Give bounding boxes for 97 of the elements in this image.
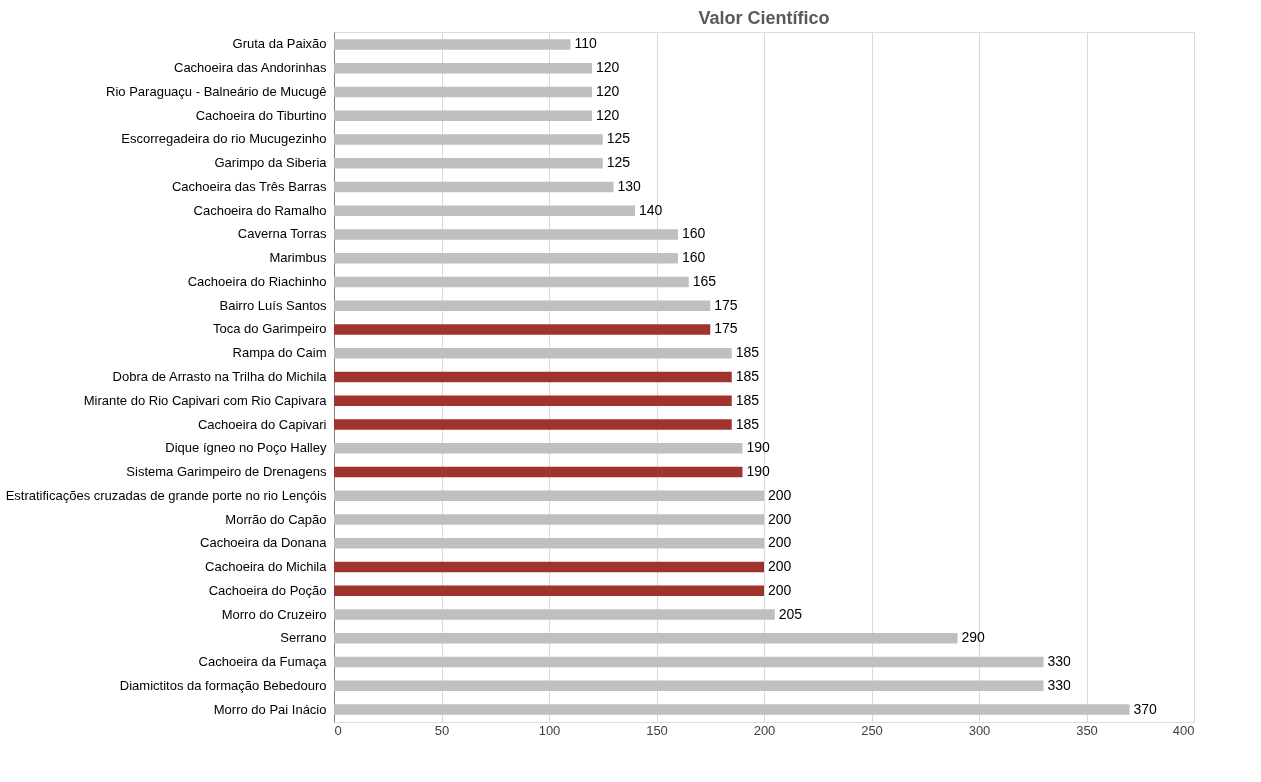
bar (334, 704, 1130, 715)
y-tick-label: Gruta da Paixão (232, 36, 327, 52)
bar (334, 419, 732, 430)
bar (334, 585, 764, 597)
y-tick-label: Diamictitos da formação Bebedouro (119, 677, 327, 693)
data-label: 200 (768, 581, 792, 598)
data-label: 205 (778, 605, 803, 622)
bar (334, 395, 732, 407)
y-tick-label: Cachoeira do Poção (208, 582, 327, 598)
bar (334, 181, 614, 193)
y-tick-label: Marimbus (269, 250, 327, 266)
data-label: 175 (714, 296, 738, 313)
chart-title: Valor Científico (698, 8, 830, 28)
data-label: 160 (682, 225, 706, 242)
y-tick-label: Cachoeira do Tiburtino (195, 107, 327, 123)
bar (334, 110, 592, 122)
data-label: 185 (735, 391, 760, 408)
y-tick-label: Sistema Garimpeiro de Drenagens (126, 464, 327, 480)
y-tick-label: Morro do Cruzeiro (221, 606, 327, 622)
data-label: 125 (606, 130, 631, 147)
data-label: 165 (692, 272, 717, 289)
y-tick-label: Estratificações cruzadas de grande porte no rio Lençóis (5, 487, 327, 503)
x-tick-label: 100 (538, 722, 561, 738)
y-tick-label: Rampa do Caim (232, 345, 327, 361)
y-tick-label: Serrano (280, 630, 327, 646)
bar (334, 276, 689, 288)
data-label: 290 (961, 629, 986, 646)
data-label: 200 (768, 486, 792, 503)
bar (334, 229, 678, 240)
data-label: 185 (735, 415, 760, 432)
bar (334, 442, 743, 454)
y-tick-label: Cachoeira do Ramalho (193, 202, 327, 218)
data-label: 185 (735, 344, 760, 361)
y-tick-label: Cachoeira das Andorinhas (174, 60, 327, 76)
data-label: 200 (768, 534, 792, 551)
y-tick-label: Cachoeira da Fumaça (198, 654, 328, 670)
bar (334, 86, 592, 98)
data-label: 370 (1133, 700, 1158, 717)
x-tick-label: 0 (334, 722, 342, 738)
bar (334, 39, 571, 50)
y-tick-label: Caverna Torras (237, 226, 327, 242)
bar (334, 466, 743, 478)
y-tick-label: Morrão do Capão (225, 511, 327, 527)
bar (334, 371, 732, 383)
data-label: 200 (768, 510, 792, 527)
y-tick-label: Dobra de Arrasto na Trilha do Michila (112, 369, 328, 384)
bar (334, 632, 958, 644)
data-label: 200 (768, 558, 792, 575)
bar (334, 252, 678, 264)
y-tick-label: Cachoeira do Michila (205, 559, 328, 575)
y-tick-label: Mirante do Rio Capivari com Rio Capivara (83, 392, 328, 408)
data-label: 330 (1047, 676, 1072, 693)
y-tick-label: Cachoeira do Riachinho (187, 273, 327, 289)
data-label: 110 (574, 35, 598, 52)
bar (334, 157, 603, 169)
x-tick-label: 250 (861, 722, 883, 738)
data-label: 120 (596, 82, 620, 99)
bar (334, 680, 1044, 692)
bar (334, 134, 603, 145)
data-label: 190 (746, 439, 771, 456)
x-tick-label: 400 (1172, 722, 1195, 738)
y-tick-label: Garimpo da Siberia (214, 155, 328, 171)
bar (334, 561, 764, 573)
data-label: 120 (596, 106, 620, 123)
bar (334, 347, 732, 359)
data-label: 185 (735, 368, 760, 384)
bar (334, 656, 1044, 668)
y-tick-label: Dique ígneo no Poço Halley (165, 440, 327, 456)
data-label: 140 (639, 201, 663, 218)
y-tick-label: Morro do Pai Inácio (213, 701, 327, 717)
data-label: 120 (596, 59, 620, 76)
bar (334, 609, 775, 620)
x-tick-label: 300 (968, 722, 991, 738)
x-tick-label: 150 (646, 722, 668, 738)
data-label: 130 (617, 177, 642, 194)
y-tick-label: Rio Paraguaçu - Balneário de Mucugê (106, 83, 327, 99)
bar (334, 514, 764, 525)
bar (334, 324, 711, 335)
x-tick-label: 50 (434, 722, 450, 738)
bar (334, 537, 764, 549)
x-tick-label: 200 (753, 722, 776, 738)
bar (334, 62, 592, 74)
y-tick-label: Cachoeira das Três Barras (171, 178, 327, 194)
y-tick-label: Escorregadeira do rio Mucugezinho (121, 131, 327, 147)
y-tick-label: Bairro Luís Santos (219, 297, 327, 313)
data-label: 160 (682, 249, 706, 266)
bar (334, 205, 635, 217)
data-label: 175 (714, 320, 738, 337)
y-tick-label: Cachoeira da Donana (200, 535, 328, 551)
data-label: 125 (606, 154, 631, 171)
y-tick-label: Cachoeira do Capivari (197, 416, 327, 432)
bar (334, 300, 711, 312)
data-label: 330 (1047, 653, 1072, 670)
y-tick-label: Toca do Garimpeiro (213, 321, 327, 337)
bar (334, 490, 764, 502)
x-tick-label: 350 (1076, 722, 1098, 738)
data-label: 190 (746, 463, 771, 480)
